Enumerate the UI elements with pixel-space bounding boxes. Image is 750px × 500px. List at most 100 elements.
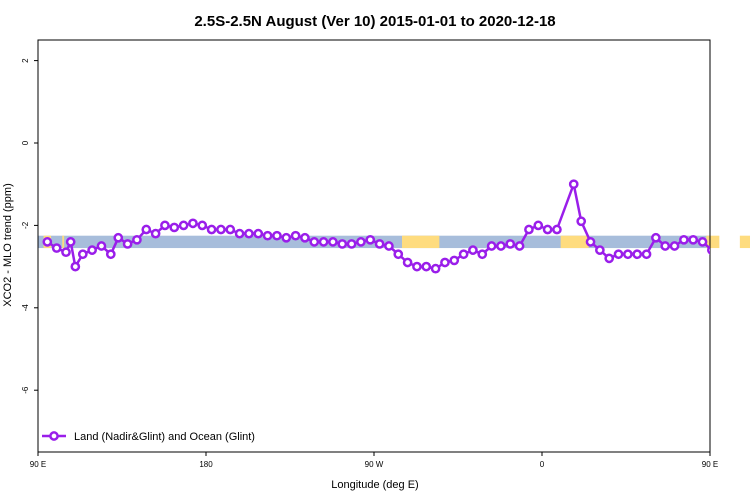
data-point [132, 234, 142, 245]
data-point [225, 224, 236, 235]
data-point [421, 261, 432, 272]
data-point [718, 251, 725, 258]
data-point [412, 261, 422, 272]
legend: Land (Nadir&Glint) and Ocean (Glint) [42, 431, 255, 443]
data-point [641, 249, 652, 260]
data-point [458, 249, 469, 260]
data-point [595, 245, 605, 255]
x-tick-label: 90 E [30, 460, 46, 469]
data-point [542, 224, 553, 235]
data-point [449, 255, 460, 266]
data-point [697, 237, 708, 247]
data-point [632, 249, 643, 260]
data-point [281, 232, 292, 243]
data-point [496, 241, 506, 251]
data-point [87, 245, 97, 255]
data-point [42, 237, 53, 247]
y-tick-label: -4 [21, 304, 30, 312]
data-point [178, 220, 189, 231]
data-point [253, 228, 264, 239]
data-series [42, 179, 750, 274]
data-point [669, 241, 680, 251]
data-point [309, 237, 320, 247]
data-point [105, 249, 116, 260]
data-point [262, 230, 273, 241]
land-band-segment [62, 235, 65, 249]
data-point [430, 263, 441, 274]
axes: 90 E 180 90 W 0 90 E 2 0 -2 -4 -6 [21, 39, 718, 469]
land-band-segment [402, 235, 440, 249]
data-point [477, 249, 488, 260]
data-point [679, 234, 689, 245]
data-point [290, 230, 301, 241]
data-point [384, 241, 394, 251]
data-point [77, 249, 88, 260]
data-point [604, 253, 615, 264]
y-tick-label: -2 [21, 221, 30, 229]
data-point [707, 245, 710, 255]
data-point [70, 261, 81, 272]
land-band-segment [739, 235, 750, 249]
x-tick-label: 180 [199, 460, 213, 469]
data-point [393, 249, 404, 260]
data-point [514, 241, 525, 251]
y-tick-label: 2 [21, 58, 30, 63]
data-point [576, 216, 587, 227]
data-point [468, 245, 478, 255]
x-tick-label: 0 [540, 460, 545, 469]
data-point [169, 222, 180, 233]
data-point [524, 224, 534, 235]
legend-label: Land (Nadir&Glint) and Ocean (Glint) [74, 431, 255, 443]
data-point [402, 257, 413, 268]
data-point [374, 239, 385, 249]
data-point [727, 238, 734, 245]
data-point [272, 230, 282, 241]
data-point [440, 257, 450, 268]
data-point [688, 234, 699, 245]
data-point [65, 237, 76, 247]
legend-marker-swatch [49, 431, 59, 441]
data-point [623, 249, 633, 260]
data-point [365, 234, 376, 245]
data-point [337, 239, 348, 249]
data-point [318, 237, 329, 247]
data-point [188, 218, 198, 229]
data-point [328, 237, 338, 247]
data-point [234, 228, 245, 239]
y-axis-label: XCO2 - MLO trend (ppm) [2, 183, 14, 306]
data-point [197, 220, 208, 231]
data-point [51, 243, 62, 253]
land-ocean-band [38, 235, 750, 249]
data-point [356, 237, 366, 247]
data-point [160, 220, 170, 231]
data-point [96, 241, 107, 251]
data-point [585, 237, 596, 247]
data-point [486, 241, 497, 251]
data-point [736, 263, 743, 270]
data-point [206, 224, 217, 235]
data-point [113, 232, 124, 243]
series-group [42, 179, 750, 274]
y-tick-label: -6 [21, 386, 30, 394]
x-tick-label: 90 W [365, 460, 384, 469]
data-point [216, 224, 226, 235]
data-point [141, 224, 152, 235]
chart-title: 2.5S-2.5N August (Ver 10) 2015-01-01 to … [194, 13, 555, 30]
x-axis-label: Longitude (deg E) [331, 479, 418, 491]
data-point [746, 255, 750, 262]
y-tick-label: 0 [21, 140, 30, 145]
land-band-segment [560, 235, 589, 249]
data-point [660, 241, 671, 251]
data-point [651, 232, 661, 243]
data-point [505, 239, 516, 249]
data-point [122, 239, 133, 249]
x-tick-label: 90 E [702, 460, 718, 469]
data-point [533, 220, 544, 231]
data-point [613, 249, 624, 260]
data-point [552, 224, 562, 235]
data-point [244, 228, 254, 239]
data-point [61, 247, 71, 258]
data-point [568, 179, 579, 190]
data-point [150, 228, 161, 239]
